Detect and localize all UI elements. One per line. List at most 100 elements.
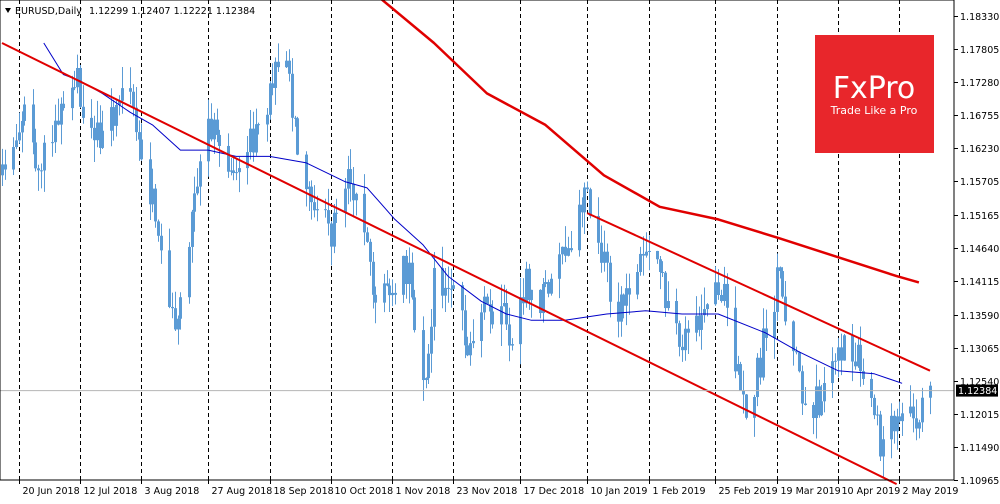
candle-body (812, 404, 815, 419)
candle-body (622, 294, 625, 306)
candle-body (530, 289, 533, 301)
candle-body (441, 267, 444, 296)
candle-body (723, 283, 726, 302)
candle-body (51, 142, 54, 144)
candle-body (355, 193, 358, 201)
candle-body (118, 100, 121, 105)
candle-body (500, 306, 503, 325)
candle-body (246, 152, 249, 169)
candle-body (408, 262, 411, 285)
chevron-down-icon[interactable] (5, 8, 11, 13)
candle-body (4, 164, 7, 170)
candle-body (578, 204, 581, 251)
candle-body (76, 67, 79, 88)
candle-body (901, 413, 904, 422)
candle-body (402, 255, 405, 295)
candle-body (129, 88, 132, 92)
candle-body (544, 282, 547, 284)
candle-body (73, 87, 76, 89)
candle-body (525, 268, 528, 304)
candle-body (678, 323, 681, 347)
candle-body (486, 296, 489, 305)
candle-body (586, 187, 589, 190)
candle-body (909, 406, 912, 414)
candle-body (854, 361, 857, 367)
candle-body (636, 271, 639, 295)
candle-layer (1, 43, 932, 478)
candle-body (388, 285, 391, 296)
candle-body (37, 168, 40, 171)
y-tick-label: 1.14115 (960, 277, 999, 288)
candle-body (550, 278, 553, 294)
current-price-label: 1.12384 (958, 386, 997, 397)
candle-body (464, 310, 467, 346)
candle-body (349, 169, 352, 184)
fxpro-watermark: FxPro Trade Like a Pro (815, 35, 934, 153)
candle-body (519, 297, 522, 345)
candle-body (249, 128, 252, 153)
candle-body (291, 73, 294, 118)
candle-body (366, 232, 369, 242)
ohlc-readout: 1.12299 1.12407 1.12221 1.12384 (89, 6, 255, 17)
candle-body (140, 139, 143, 160)
chart-header: EURUSD,Daily 1.12299 1.12407 1.12221 1.1… (5, 6, 255, 17)
candle-body (285, 60, 288, 68)
x-tick-label: 17 Dec 2018 (524, 486, 585, 497)
candle-body (675, 301, 678, 324)
candle-body (862, 371, 865, 379)
candle-body (762, 328, 765, 378)
candle-body (391, 292, 394, 296)
y-tick-label: 1.15165 (960, 211, 999, 222)
candle-body (804, 403, 807, 405)
candle-body (840, 347, 843, 361)
candle-body (756, 357, 759, 398)
candle-body (684, 328, 687, 351)
candle-body (698, 315, 701, 330)
y-tick-label: 1.18330 (960, 12, 999, 23)
candle-body (196, 186, 199, 194)
candle-body (21, 120, 24, 133)
candle-body (609, 262, 612, 302)
candle-body (344, 188, 347, 213)
candle-body (232, 170, 235, 174)
candle-body (737, 364, 740, 372)
x-tick-label: 19 Mar 2019 (781, 486, 841, 497)
candle-body (469, 343, 472, 356)
candle-body (54, 120, 57, 143)
candle-body (703, 309, 706, 316)
candle-body (444, 287, 447, 296)
candle-body (32, 104, 35, 143)
candle-body (151, 188, 154, 205)
fxpro-logo-text: FxPro (833, 71, 916, 106)
candle-body (843, 335, 846, 361)
candle-body (859, 344, 862, 372)
candle-body (324, 209, 327, 211)
candle-body (425, 378, 428, 381)
candle-body (257, 124, 260, 126)
candle-body (734, 307, 737, 372)
candle-body (831, 361, 834, 384)
candle-body (422, 330, 425, 381)
candle-body (511, 344, 514, 346)
candle-body (171, 306, 174, 309)
candle-body (687, 328, 690, 333)
x-tick-label: 10 Oct 2018 (335, 486, 394, 497)
candle-body (110, 107, 113, 131)
candle-body (781, 271, 784, 297)
candle-body (149, 159, 152, 205)
x-tick-label: 1 Feb 2019 (653, 486, 706, 497)
candle-body (700, 315, 703, 330)
candle-body (857, 344, 860, 367)
candle-body (759, 357, 762, 378)
candle-body (466, 345, 469, 356)
moving-average-line (43, 42, 903, 384)
candle-body (427, 353, 430, 379)
candle-body (879, 414, 882, 457)
candle-body (191, 211, 194, 247)
current-price-tag-bg (956, 384, 998, 397)
x-tick-label: 10 Apr 2019 (842, 486, 901, 497)
candle-body (929, 385, 932, 398)
candle-body (539, 289, 542, 314)
candle-body (890, 415, 893, 440)
